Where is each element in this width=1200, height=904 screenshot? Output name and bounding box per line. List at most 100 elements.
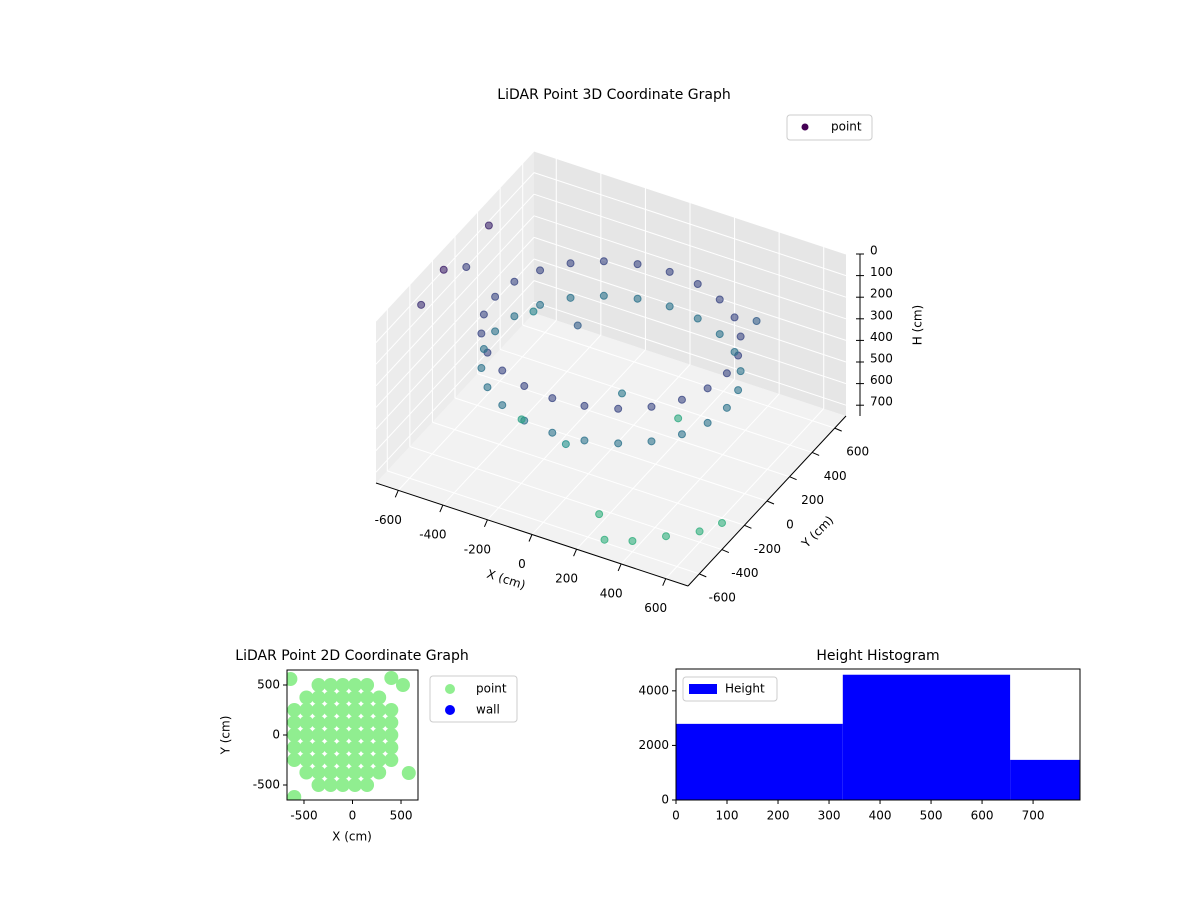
- point: [287, 790, 302, 800]
- axis-line: [375, 482, 689, 587]
- point: [600, 535, 609, 544]
- point: [335, 765, 350, 780]
- point: [633, 260, 642, 269]
- z-tick-label: 400: [870, 330, 893, 344]
- grid-line: [533, 150, 847, 255]
- bar: [676, 723, 843, 800]
- point: [360, 740, 375, 755]
- point: [695, 527, 704, 536]
- tick-mark: [528, 534, 533, 542]
- point: [479, 345, 488, 354]
- legend-label: point: [831, 120, 862, 134]
- legend-marker: [445, 705, 455, 715]
- point: [323, 765, 338, 780]
- grid-line: [375, 280, 535, 451]
- x-tick-label: -200: [464, 542, 491, 556]
- z-axis-label: H (cm): [911, 305, 925, 346]
- legend-box: [682, 676, 778, 702]
- point: [510, 277, 519, 286]
- point: [722, 403, 731, 412]
- y-tick-label: 400: [824, 469, 847, 483]
- x-tick-label: 600: [971, 809, 994, 823]
- point: [665, 267, 674, 276]
- z-tick-label: 300: [870, 308, 893, 322]
- axes-frame: [675, 668, 1081, 801]
- y-axis-label: Y (cm): [798, 513, 836, 551]
- x-tick-label: 0: [672, 809, 680, 823]
- grid-line: [533, 258, 847, 363]
- x-tick-label: 600: [644, 601, 667, 615]
- point: [677, 395, 686, 404]
- grid-line: [375, 193, 535, 365]
- point: [730, 347, 739, 356]
- point: [734, 386, 743, 395]
- point: [311, 678, 326, 692]
- point: [323, 690, 338, 705]
- point: [498, 366, 507, 375]
- point: [323, 715, 338, 730]
- point: [693, 279, 702, 288]
- z-tick-label: 200: [870, 287, 893, 301]
- point: [647, 402, 656, 411]
- point: [311, 778, 326, 792]
- x-tick-label: 700: [1022, 809, 1045, 823]
- point: [752, 317, 761, 326]
- point: [347, 703, 362, 717]
- point: [384, 703, 399, 717]
- grid-line: [477, 373, 790, 478]
- point: [372, 690, 387, 705]
- x-tick-label: -500: [290, 809, 317, 823]
- point: [462, 263, 471, 272]
- point: [347, 778, 362, 792]
- point: [323, 778, 338, 792]
- point: [360, 778, 375, 792]
- y-tick-label: -600: [709, 590, 736, 604]
- point: [323, 728, 338, 742]
- point: [299, 690, 314, 705]
- point: [595, 510, 604, 519]
- point: [566, 293, 575, 302]
- grid-line: [533, 301, 847, 406]
- z-tick-label: 500: [870, 352, 893, 366]
- y-tick-label: 0: [786, 518, 794, 532]
- z-tick-label: 700: [870, 395, 893, 409]
- point: [287, 672, 298, 686]
- point: [347, 753, 362, 767]
- tick-mark: [699, 573, 707, 578]
- point: [580, 436, 589, 445]
- point: [287, 728, 302, 742]
- point: [372, 728, 387, 742]
- point: [372, 740, 387, 755]
- point: [360, 715, 375, 730]
- tick-mark: [834, 427, 842, 432]
- point: [736, 367, 745, 376]
- point: [323, 753, 338, 767]
- legend-marker: [689, 684, 717, 694]
- z-tick-label: 100: [870, 265, 893, 279]
- point: [580, 401, 589, 410]
- point: [491, 327, 500, 336]
- point: [335, 740, 350, 755]
- point: [573, 321, 582, 330]
- point: [335, 728, 350, 742]
- point: [335, 715, 350, 730]
- point: [730, 313, 739, 322]
- grid-line: [533, 172, 847, 277]
- y-tick-label: 2000: [638, 738, 669, 752]
- point: [693, 314, 702, 323]
- point: [536, 300, 545, 309]
- point: [360, 765, 375, 780]
- grid-line: [533, 236, 847, 341]
- grid-line: [409, 446, 723, 551]
- chart-title: Height Histogram: [816, 648, 939, 664]
- point: [372, 703, 387, 717]
- x-tick-label: 500: [390, 809, 413, 823]
- point: [599, 291, 608, 300]
- point: [335, 753, 350, 767]
- tick-mark: [662, 578, 667, 586]
- x-tick-label: -400: [419, 528, 446, 542]
- point: [703, 418, 712, 427]
- point: [360, 728, 375, 742]
- point: [360, 678, 375, 692]
- point: [323, 678, 338, 692]
